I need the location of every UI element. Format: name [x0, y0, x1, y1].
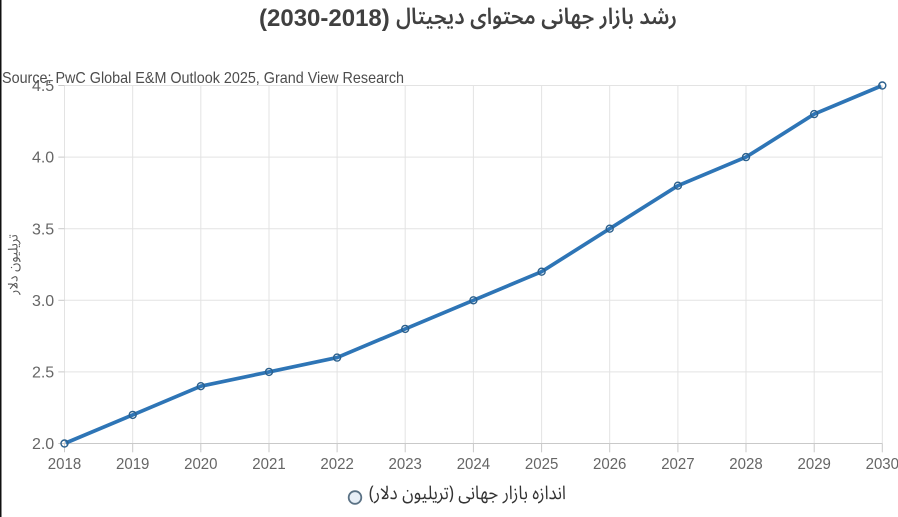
svg-text:2020: 2020: [184, 456, 217, 473]
svg-text:3.0: 3.0: [32, 293, 54, 310]
svg-text:2026: 2026: [593, 456, 626, 473]
svg-text:2027: 2027: [661, 456, 694, 473]
svg-text:2022: 2022: [320, 456, 353, 473]
svg-text:4.0: 4.0: [32, 150, 54, 167]
svg-text:4.5: 4.5: [32, 78, 54, 95]
svg-text:2030: 2030: [866, 456, 898, 473]
svg-text:2019: 2019: [116, 456, 149, 473]
svg-text:(2030-2018): (2030-2018): [259, 5, 390, 32]
svg-text:2028: 2028: [729, 456, 762, 473]
svg-text:2021: 2021: [252, 456, 285, 473]
svg-text:2025: 2025: [525, 456, 558, 473]
svg-text:2023: 2023: [389, 456, 422, 473]
svg-text:2024: 2024: [457, 456, 490, 473]
svg-text:Source: PwC Global E&M Outlook: Source: PwC Global E&M Outlook 2025, Gra…: [2, 70, 404, 87]
svg-text:2.5: 2.5: [32, 365, 54, 382]
svg-text:3.5: 3.5: [32, 221, 54, 238]
svg-text:2018: 2018: [48, 456, 81, 473]
svg-text:2029: 2029: [798, 456, 831, 473]
svg-text:2.0: 2.0: [32, 436, 54, 453]
